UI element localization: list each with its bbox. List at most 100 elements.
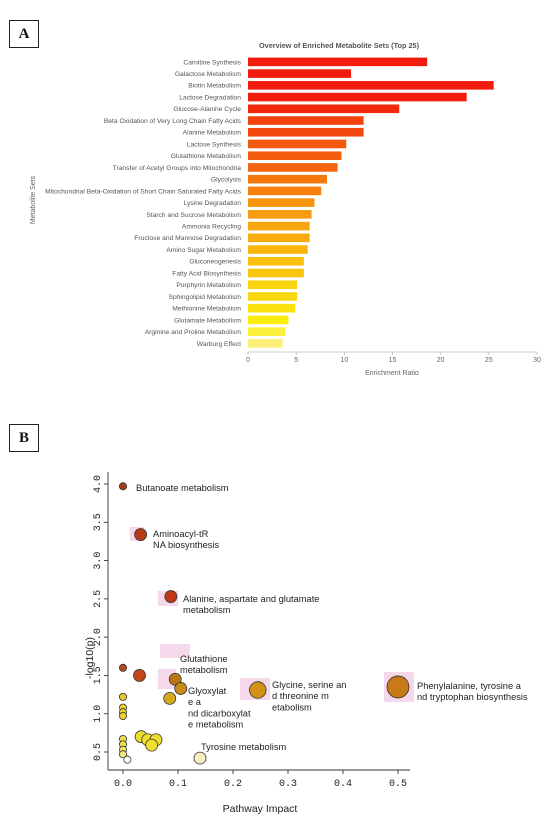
point-annotation: Glutathione bbox=[180, 654, 228, 664]
bar bbox=[248, 210, 312, 219]
data-point bbox=[386, 675, 410, 699]
point-annotation: etabolism bbox=[272, 702, 312, 712]
pathway-impact-scatter: 0.5 1.0 1.5 2.0 2.5 3.0 3.5 4.0 0.0 0.1 0.2 0.3 0.4 0… bbox=[84, 472, 528, 815]
bar bbox=[248, 92, 467, 102]
category-label: Beta Oxidation of Very Long Chain Fatty … bbox=[104, 118, 242, 125]
point-annotation: metabolism bbox=[183, 605, 231, 615]
point-annotation: Butanoate metabolism bbox=[136, 483, 229, 493]
category-label: Lactose Degradation bbox=[179, 94, 241, 101]
bar bbox=[248, 151, 342, 161]
point-annotation: NA biosynthesis bbox=[153, 540, 219, 550]
point-annotation: Glyoxylat bbox=[188, 686, 227, 696]
y-tick-label: 2.0 bbox=[93, 628, 104, 646]
data-point bbox=[119, 482, 128, 491]
point-annotation: nd dicarboxylat bbox=[188, 708, 251, 718]
point-annotation: d threonine m bbox=[272, 691, 329, 701]
category-label: Ammonia Recycling bbox=[182, 223, 241, 230]
bar bbox=[248, 280, 298, 290]
y-tick-label: 1.5 bbox=[93, 666, 104, 684]
x-axis-label: Enrichment Ratio bbox=[365, 370, 419, 377]
enrichment-bar-chart: Overview of Enriched Metabolite Sets (To… bbox=[30, 41, 541, 377]
x-tick-label: 0.0 bbox=[114, 779, 132, 790]
bar bbox=[248, 69, 352, 78]
category-label: Starch and Sucrose Metabolism bbox=[146, 212, 241, 219]
panel-label-a: A bbox=[9, 20, 39, 48]
category-label: Methionine Metabolism bbox=[172, 306, 241, 313]
bar bbox=[248, 292, 298, 301]
point-annotation: Glycine, serine an bbox=[272, 680, 346, 690]
data-point bbox=[249, 681, 267, 699]
category-label: Arginine and Proline Metabolism bbox=[145, 329, 242, 336]
bar bbox=[248, 104, 400, 114]
x-tick-label: 0 bbox=[246, 357, 250, 364]
y-axis-label: -log10(p) bbox=[84, 637, 96, 679]
category-label: Alanine Metabolism bbox=[183, 130, 242, 137]
x-tick-label: 0.4 bbox=[334, 779, 352, 790]
y-axis-label: Metabolite Sets bbox=[30, 175, 37, 224]
bar bbox=[248, 81, 494, 90]
bar bbox=[248, 221, 310, 231]
category-label: Mitochondrial Beta-Oxidation of Short Ch… bbox=[45, 188, 242, 195]
data-point bbox=[123, 755, 132, 764]
bar bbox=[248, 186, 322, 196]
category-label: Warburg Effect bbox=[197, 341, 241, 348]
y-tick-label: 1.0 bbox=[93, 705, 104, 723]
x-tick-label: 0.1 bbox=[169, 779, 187, 790]
data-point bbox=[134, 528, 148, 541]
category-label: Glutathione Metabolism bbox=[171, 153, 242, 160]
data-point bbox=[119, 692, 128, 701]
x-tick-label: 5 bbox=[294, 357, 298, 364]
data-point bbox=[193, 751, 207, 765]
bar bbox=[248, 256, 304, 266]
category-label: Porphyrin Metabolism bbox=[176, 282, 241, 289]
data-point bbox=[145, 738, 159, 752]
bar bbox=[248, 339, 283, 348]
y-tick-label: 3.0 bbox=[93, 552, 104, 570]
bar bbox=[248, 139, 347, 149]
category-label: Lactose Synthesis bbox=[187, 141, 242, 148]
x-tick-label: 0.2 bbox=[224, 779, 242, 790]
point-annotation: Aminoacyl-tR bbox=[153, 529, 209, 539]
bar bbox=[248, 163, 338, 172]
bar bbox=[248, 327, 286, 336]
point-annotation: e a bbox=[188, 697, 202, 707]
bar bbox=[248, 233, 310, 243]
category-label: Amino Sugar Metabolism bbox=[166, 247, 241, 254]
x-tick-label: 0.5 bbox=[389, 779, 407, 790]
y-tick-label: 2.5 bbox=[93, 590, 104, 608]
x-tick-label: 0.3 bbox=[279, 779, 297, 790]
data-point bbox=[174, 682, 188, 695]
category-label: Galactose Metabolism bbox=[175, 71, 242, 78]
category-label: Carnitine Synthesis bbox=[183, 59, 241, 66]
data-point bbox=[119, 712, 128, 721]
y-tick-label: 3.5 bbox=[93, 513, 104, 531]
bar bbox=[248, 174, 327, 184]
data-point bbox=[163, 691, 177, 705]
data-point bbox=[133, 669, 146, 682]
bar bbox=[248, 245, 308, 254]
bar bbox=[248, 57, 428, 67]
y-tick-label: 0.5 bbox=[93, 743, 104, 761]
x-tick-label: 10 bbox=[340, 357, 348, 364]
x-tick-label: 25 bbox=[485, 357, 493, 364]
category-label: Biotin Metabolism bbox=[188, 83, 241, 90]
point-annotation: metabolism bbox=[180, 665, 228, 675]
point-annotation: nd tryptophan biosynthesis bbox=[417, 692, 528, 702]
highlight-box bbox=[160, 644, 190, 658]
data-point bbox=[164, 590, 178, 603]
point-annotation: Tyrosine metabolism bbox=[201, 742, 287, 752]
data-point bbox=[119, 663, 128, 672]
category-label: Glycolysis bbox=[211, 177, 242, 184]
category-label: Transfer of Acetyl Groups into Mitochond… bbox=[113, 165, 242, 172]
y-tick-label: 4.0 bbox=[93, 475, 104, 493]
x-tick-label: 30 bbox=[533, 357, 541, 364]
category-label: Gluconeogenesis bbox=[189, 259, 241, 266]
chart-title: Overview of Enriched Metabolite Sets (To… bbox=[259, 41, 420, 50]
category-label: Glucose-Alanine Cycle bbox=[173, 106, 241, 113]
category-label: Fatty Acid Biosynthesis bbox=[172, 270, 241, 277]
bar bbox=[248, 127, 364, 137]
point-annotation: Alanine, aspartate and glutamate bbox=[183, 594, 319, 604]
bar bbox=[248, 315, 289, 325]
category-label: Glutamate Metabolism bbox=[174, 317, 241, 324]
category-label: Fructose and Mannose Degradation bbox=[134, 235, 241, 242]
